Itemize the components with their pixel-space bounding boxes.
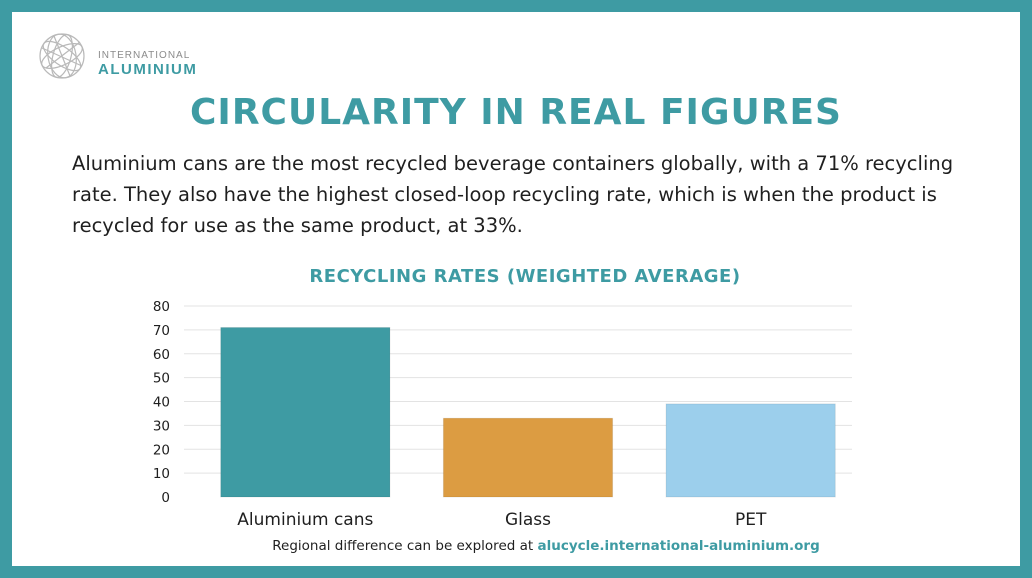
bar-pet [665,403,836,498]
bar-aluminium-cans [220,326,391,498]
y-tick-label: 10 [153,466,170,482]
x-tick-label: Glass [505,510,551,530]
bar-glass [442,417,614,498]
y-tick-label: 70 [153,323,170,339]
page-title: CIRCULARITY IN REAL FIGURES [190,92,842,133]
y-tick-label: 40 [153,395,170,411]
footer-text: Regional difference can be explored at [272,538,538,554]
x-tick-label: PET [735,510,767,530]
y-tick-label: 50 [153,371,170,387]
y-tick-label: 30 [153,418,170,434]
logo-big-text: ALUMINIUM [98,61,198,78]
international-aluminium-logo: INTERNATIONAL ALUMINIUM [34,28,234,88]
description-paragraph: Aluminium cans are the most recycled bev… [72,152,954,237]
globe-icon [39,33,85,79]
y-tick-label: 60 [153,347,170,363]
y-tick-label: 0 [161,490,170,506]
footer-note: Regional difference can be explored at a… [12,538,1020,554]
y-tick-label: 20 [153,442,170,458]
logo-small-text: INTERNATIONAL [98,50,191,61]
bar-chart: 0 10 20 30 40 50 60 70 80 Aluminium cans Glass PET [153,299,852,530]
chart-title: RECYCLING RATES (WEIGHTED AVERAGE) [309,266,741,287]
y-tick-label: 80 [153,299,170,315]
x-tick-label: Aluminium cans [237,510,373,530]
footer-link[interactable]: alucycle.international-aluminium.org [537,538,820,554]
